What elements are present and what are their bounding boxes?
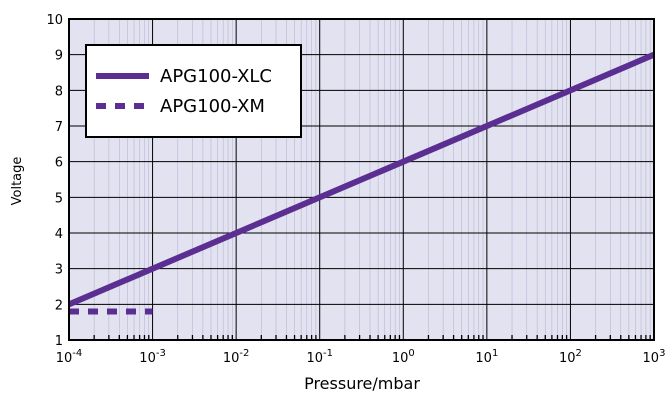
plot-frame	[68, 18, 655, 341]
y-tick-label: 2	[55, 298, 63, 313]
y-tick-label: 5	[55, 191, 63, 206]
x-tick-exponent: 2	[576, 348, 582, 359]
x-tick-base: 10	[139, 351, 156, 366]
x-tick-base: 10	[306, 351, 323, 366]
x-tick-exponent: 3	[659, 348, 665, 359]
x-tick-label: 10-3	[139, 348, 166, 366]
legend-box	[85, 44, 302, 138]
x-tick-label: 10-1	[306, 348, 333, 366]
x-tick-base: 10	[56, 351, 73, 366]
x-tick-exponent: 0	[408, 348, 414, 359]
y-tick-label: 4	[55, 227, 63, 242]
x-tick-exponent: -1	[323, 348, 333, 359]
y-tick-labels: 1 2 3 4 5 6 7 8 9 10	[46, 13, 63, 349]
y-tick-label: 6	[55, 156, 63, 171]
legend: APG100-XLC APG100-XM	[85, 44, 302, 138]
y-tick-label: 3	[55, 263, 63, 278]
x-tick-base: 10	[475, 351, 492, 366]
legend-label-apg100-xm: APG100-XM	[160, 96, 265, 117]
x-tick-label: 103	[643, 348, 666, 366]
y-tick-label: 10	[46, 13, 63, 28]
x-tick-label: 10-2	[223, 348, 250, 366]
x-tick-label: 102	[559, 348, 582, 366]
x-tick-label: 101	[475, 348, 498, 366]
x-tick-exponent: -4	[72, 348, 82, 359]
x-tick-exponent: 1	[492, 348, 498, 359]
x-tick-base: 10	[392, 351, 409, 366]
x-tick-label: 10-4	[56, 348, 83, 366]
y-tick-label: 9	[55, 49, 63, 64]
x-tick-base: 10	[643, 351, 660, 366]
x-axis-label: Pressure/mbar	[304, 374, 420, 393]
x-tick-base: 10	[559, 351, 576, 366]
y-tick-label: 8	[55, 84, 63, 99]
x-tick-exponent: -2	[239, 348, 249, 359]
series-group	[67, 51, 656, 315]
legend-label-apg100-xlc: APG100-XLC	[160, 66, 272, 87]
y-tick-label: 1	[55, 334, 63, 349]
x-tick-exponent: -3	[156, 348, 166, 359]
series-line-apg100-xlc	[67, 51, 656, 308]
y-tick-label: 7	[55, 120, 63, 135]
x-tick-base: 10	[223, 351, 240, 366]
y-axis-label: Voltage	[10, 157, 25, 206]
x-tick-label: 100	[392, 348, 415, 366]
x-tick-labels: 10-4 10-3 10-2 10-1 100 101 102 103	[56, 348, 666, 366]
